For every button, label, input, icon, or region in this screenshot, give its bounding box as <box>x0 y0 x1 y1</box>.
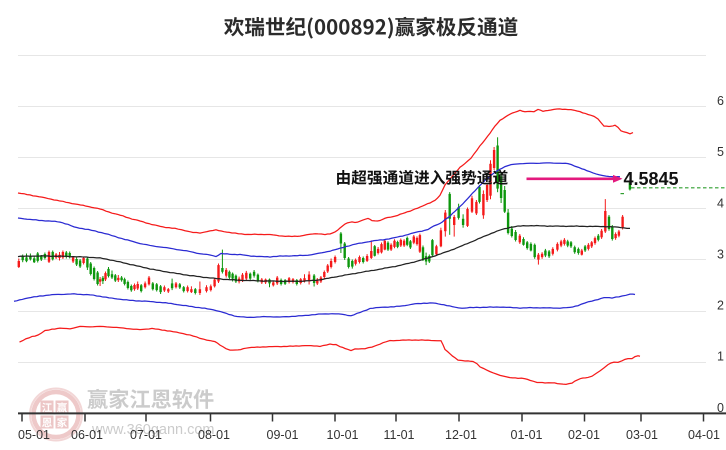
svg-text:11-01: 11-01 <box>383 428 414 442</box>
svg-text:6: 6 <box>717 94 724 108</box>
svg-text:06-01: 06-01 <box>71 428 103 442</box>
svg-text:4.5845: 4.5845 <box>624 169 679 189</box>
svg-text:1: 1 <box>717 350 724 364</box>
svg-text:2: 2 <box>717 299 724 313</box>
svg-text:3: 3 <box>717 247 724 261</box>
svg-text:07-01: 07-01 <box>130 428 162 442</box>
svg-text:10-01: 10-01 <box>327 428 359 442</box>
svg-text:12-01: 12-01 <box>445 428 477 442</box>
svg-text:03-01: 03-01 <box>626 428 658 442</box>
svg-text:01-01: 01-01 <box>511 428 543 442</box>
svg-text:5: 5 <box>717 145 724 159</box>
svg-text:0: 0 <box>717 401 724 415</box>
svg-text:05-01: 05-01 <box>18 428 50 442</box>
svg-text:04-01: 04-01 <box>688 428 720 442</box>
svg-text:www.360gann.com: www.360gann.com <box>91 422 215 438</box>
svg-text:09-01: 09-01 <box>267 428 299 442</box>
svg-text:02-01: 02-01 <box>568 428 600 442</box>
svg-text:08-01: 08-01 <box>198 428 230 442</box>
svg-text:4: 4 <box>717 196 724 210</box>
